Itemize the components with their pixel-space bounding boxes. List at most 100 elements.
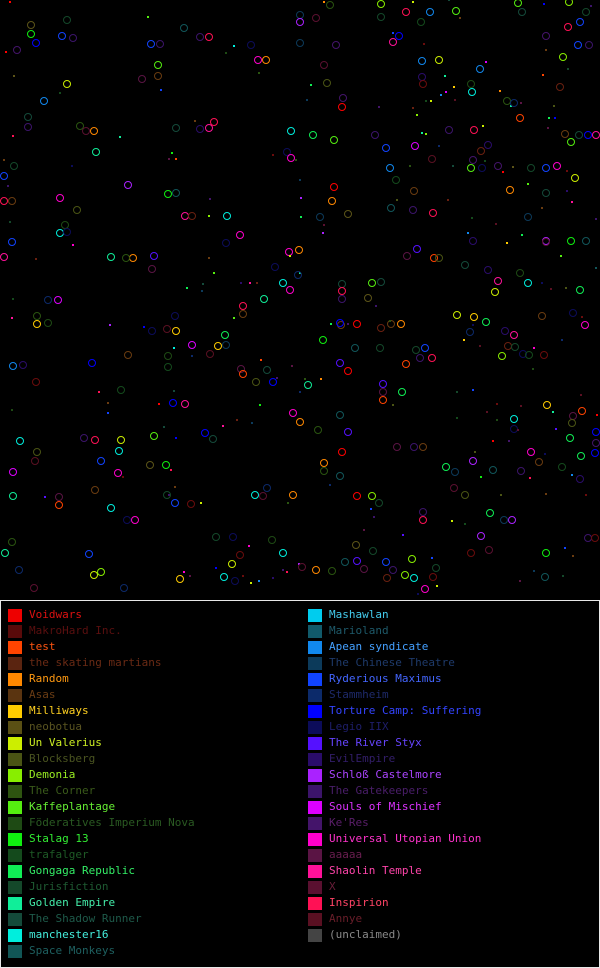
star-system[interactable] [478,164,486,172]
star-system[interactable] [410,574,418,582]
star-system[interactable] [538,312,546,320]
star-system[interactable] [351,344,359,352]
star-system[interactable] [421,344,429,352]
star-system[interactable] [568,419,576,427]
star-system[interactable] [383,574,391,582]
star-system[interactable] [63,228,71,236]
star-system[interactable] [260,295,268,303]
star-system[interactable] [402,8,410,16]
star-system[interactable] [402,360,410,368]
star-system[interactable] [91,486,99,494]
star-system[interactable] [9,468,17,476]
star-system[interactable] [501,327,509,335]
star-system[interactable] [16,437,24,445]
star-system[interactable] [124,351,132,359]
star-system[interactable] [508,516,516,524]
star-system[interactable] [567,237,575,245]
star-system[interactable] [376,344,384,352]
star-system[interactable] [269,378,277,386]
star-system[interactable] [54,296,62,304]
star-system[interactable] [467,80,475,88]
galaxy-map[interactable] [0,0,600,600]
star-system[interactable] [289,491,297,499]
star-system[interactable] [220,573,228,581]
star-system[interactable] [32,39,40,47]
star-system[interactable] [410,187,418,195]
star-system[interactable] [591,449,599,457]
star-system[interactable] [328,197,336,205]
star-system[interactable] [419,443,427,451]
star-system[interactable] [24,123,32,131]
star-system[interactable] [172,327,180,335]
star-system[interactable] [494,162,502,170]
star-system[interactable] [467,549,475,557]
star-system[interactable] [326,1,334,9]
star-system[interactable] [541,573,549,581]
star-system[interactable] [164,363,172,371]
star-system[interactable] [8,197,16,205]
star-system[interactable] [382,144,390,152]
star-system[interactable] [484,266,492,274]
star-system[interactable] [214,342,222,350]
star-system[interactable] [382,558,390,566]
star-system[interactable] [55,501,63,509]
star-system[interactable] [19,361,27,369]
star-system[interactable] [8,538,16,546]
star-system[interactable] [330,183,338,191]
star-system[interactable] [296,418,304,426]
star-system[interactable] [90,127,98,135]
star-system[interactable] [338,448,346,456]
star-system[interactable] [556,83,564,91]
star-system[interactable] [553,162,561,170]
star-system[interactable] [58,32,66,40]
star-system[interactable] [15,566,23,574]
star-system[interactable] [569,309,577,317]
star-system[interactable] [461,491,469,499]
star-system[interactable] [369,547,377,555]
star-system[interactable] [44,319,52,327]
star-system[interactable] [287,154,295,162]
star-system[interactable] [279,279,287,287]
star-system[interactable] [518,8,526,16]
star-system[interactable] [379,380,387,388]
star-system[interactable] [386,164,394,172]
star-system[interactable] [428,354,436,362]
star-system[interactable] [542,238,550,246]
star-system[interactable] [494,277,502,285]
star-system[interactable] [377,324,385,332]
star-system[interactable] [341,558,349,566]
star-system[interactable] [571,174,579,182]
star-system[interactable] [336,319,344,327]
star-system[interactable] [352,541,360,549]
star-system[interactable] [80,434,88,442]
star-system[interactable] [117,436,125,444]
star-system[interactable] [419,508,427,516]
star-system[interactable] [171,312,179,320]
star-system[interactable] [263,366,271,374]
star-system[interactable] [236,231,244,239]
star-system[interactable] [221,331,229,339]
star-system[interactable] [543,401,551,409]
star-system[interactable] [527,164,535,172]
star-system[interactable] [24,113,32,121]
star-system[interactable] [485,546,493,554]
star-system[interactable] [524,279,532,287]
star-system[interactable] [9,362,17,370]
star-system[interactable] [591,534,599,542]
star-system[interactable] [514,0,522,7]
star-system[interactable] [451,468,459,476]
star-system[interactable] [525,351,533,359]
star-system[interactable] [403,252,411,260]
star-system[interactable] [511,343,519,351]
star-system[interactable] [30,584,38,592]
star-system[interactable] [418,57,426,65]
star-system[interactable] [332,41,340,49]
star-system[interactable] [107,504,115,512]
star-system[interactable] [540,351,548,359]
star-system[interactable] [33,448,41,456]
star-system[interactable] [172,124,180,132]
star-system[interactable] [519,350,527,358]
star-system[interactable] [122,254,130,262]
star-system[interactable] [296,39,304,47]
star-system[interactable] [392,176,400,184]
